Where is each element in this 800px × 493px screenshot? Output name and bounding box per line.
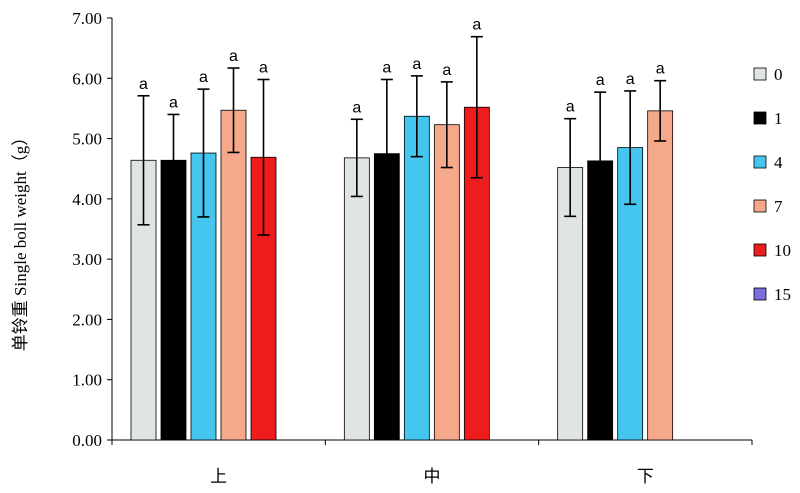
legend-label: 1 <box>774 109 783 128</box>
significance-label: a <box>169 94 178 111</box>
y-tick-label: 5.00 <box>72 130 102 149</box>
legend-label: 0 <box>774 65 783 84</box>
legend-swatch <box>753 243 767 257</box>
y-tick-label: 7.00 <box>72 9 102 28</box>
bar <box>220 109 247 441</box>
bar <box>403 115 430 441</box>
significance-label: a <box>382 59 391 76</box>
significance-label: a <box>199 69 208 86</box>
significance-label: a <box>229 48 238 65</box>
y-tick-label: 6.00 <box>72 69 102 88</box>
legend-swatch <box>753 111 767 125</box>
x-category-label: 上 <box>210 467 227 487</box>
significance-label: a <box>139 76 148 93</box>
y-tick-label: 0.00 <box>72 431 102 450</box>
legend-label: 10 <box>774 241 791 260</box>
significance-label: a <box>259 59 268 76</box>
legend-swatch <box>753 287 767 301</box>
significance-label: a <box>566 99 575 116</box>
legend-label: 7 <box>774 197 783 216</box>
y-tick-label: 3.00 <box>72 250 102 269</box>
bar <box>343 157 370 441</box>
significance-label: a <box>442 62 451 79</box>
legend-label: 4 <box>774 153 783 172</box>
significance-label: a <box>626 71 635 88</box>
y-tick-label: 4.00 <box>72 190 102 209</box>
legend: 0 1 4 7 10 15 <box>753 65 791 304</box>
bar <box>647 110 674 441</box>
significance-label: a <box>472 17 481 34</box>
legend-swatch <box>753 155 767 169</box>
significance-label: a <box>656 61 665 78</box>
x-category-label: 下 <box>637 467 654 487</box>
y-axis: 0.00 1.00 2.00 3.00 4.00 5.00 6.00 7.00 <box>72 9 113 450</box>
significance-label: a <box>412 56 421 73</box>
legend-swatch <box>753 67 767 81</box>
significance-label: a <box>596 72 605 89</box>
legend-swatch <box>753 199 767 213</box>
bar <box>433 124 460 441</box>
x-category-label: 中 <box>424 467 441 487</box>
significance-label: a <box>352 99 361 116</box>
legend-label: 15 <box>774 285 791 304</box>
bars: a a a a a a a a a a a a a a <box>130 17 674 441</box>
bar <box>160 159 187 441</box>
x-axis: 上中下 <box>111 439 753 487</box>
y-tick-label: 1.00 <box>72 371 102 390</box>
y-tick-label: 2.00 <box>72 310 102 329</box>
y-axis-title: 单铃重 Single boll weight（g） <box>11 129 30 351</box>
